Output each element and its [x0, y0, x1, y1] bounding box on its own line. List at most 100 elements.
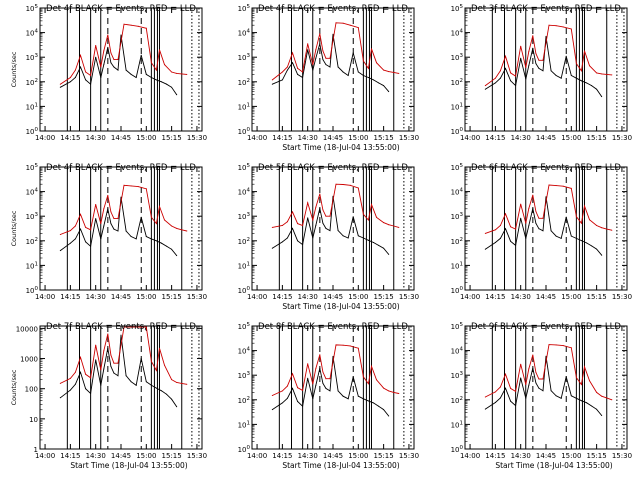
x-axis-label: Start Time (18-Jul-04 13:55:00) — [70, 461, 187, 470]
plot-frame — [251, 7, 415, 132]
events-data-point — [555, 75, 557, 76]
events-data-point — [166, 245, 168, 247]
lld-data-point — [164, 219, 165, 221]
events-data-point — [125, 69, 127, 71]
lld-data-point — [74, 69, 76, 71]
events-data-point — [113, 66, 115, 68]
events-data-point — [586, 402, 587, 404]
lld-data-point — [515, 75, 517, 77]
y-tick-label: 103 — [238, 212, 251, 221]
events-data-point — [155, 79, 157, 81]
events-data-point — [140, 216, 142, 218]
events-data-point — [332, 33, 334, 35]
events-data-point — [373, 242, 374, 243]
lld-data-point — [562, 26, 564, 28]
lld-data-point — [376, 62, 377, 64]
lld-data-point — [528, 368, 530, 370]
events-data-point — [532, 208, 534, 209]
y-tick-label: 102 — [451, 396, 463, 405]
events-data-point — [171, 398, 173, 400]
x-tick-label: 14:45 — [323, 452, 343, 460]
events-data-point — [383, 409, 385, 411]
x-tick-label: 15:00 — [348, 293, 368, 301]
events-data-point — [575, 77, 577, 79]
lld-data-point — [100, 369, 102, 371]
y-tick-label: 101 — [451, 102, 463, 111]
events-data-point — [140, 54, 142, 56]
events-data-point — [286, 397, 288, 399]
x-axis-label: Start Time (18-Jul-04 13:55:00) — [282, 143, 399, 152]
lld-data-point — [100, 66, 102, 68]
events-data-point — [125, 230, 127, 232]
lld-data-point — [150, 216, 152, 218]
lld-data-point — [159, 205, 160, 207]
events-data-point — [292, 227, 293, 229]
panel-9: 100 101 102 103 104 105 14:00 14:15 14:30 14:45 15… — [451, 322, 632, 470]
panel-title: Det 7f BLACK = Events, RED = LLD — [46, 322, 196, 332]
y-tick-label: 100 — [451, 286, 464, 295]
lld-data-point — [580, 70, 582, 72]
lld-data-point — [584, 205, 585, 207]
lld-data-point — [589, 219, 590, 221]
lld-data-point — [388, 224, 390, 226]
events-data-point — [520, 377, 522, 379]
lld-data-point — [342, 184, 344, 185]
events-data-point — [130, 381, 132, 383]
x-tick-label: 14:00 — [247, 134, 267, 142]
lld-data-point — [510, 226, 512, 228]
x-tick-label: 14:30 — [511, 134, 531, 142]
x-tick-label: 14:00 — [35, 452, 55, 460]
y-tick-label: 103 — [26, 212, 39, 221]
lld-data-point — [535, 53, 537, 55]
lld-data-point — [335, 183, 337, 185]
lld-data-point — [515, 228, 517, 230]
panel-5: 100 101 102 103 104 105 14:00 14:15 14:30 14:45 15… — [238, 163, 419, 311]
events-data-point — [286, 237, 288, 239]
events-data-point — [591, 85, 593, 87]
lld-data-point — [181, 382, 183, 384]
lld-data-point — [103, 350, 105, 352]
y-tick-label: 104 — [238, 29, 251, 38]
panel-3: 100 101 102 103 104 105 14:00 14:15 14:30 14:45 15… — [451, 4, 632, 142]
y-tick-label: 100 — [451, 445, 464, 454]
lld-data-point — [186, 383, 188, 385]
lld-data-point — [59, 83, 61, 85]
events-data-point — [532, 47, 534, 49]
lld-data-point — [307, 363, 309, 365]
lld-data-point — [130, 185, 132, 187]
lld-data-point — [59, 234, 61, 235]
y-tick-label: 103 — [451, 371, 464, 380]
events-data-point — [601, 254, 603, 256]
events-data-point — [161, 242, 162, 244]
lld-data-point — [570, 347, 572, 349]
lld-data-point — [322, 50, 324, 52]
y-tick-label: 104 — [26, 29, 39, 38]
events-data-point — [560, 77, 562, 79]
events-data-point — [107, 46, 109, 48]
lld-data-point — [532, 354, 534, 356]
events-data-point — [484, 88, 486, 90]
x-tick-label: 14:30 — [298, 293, 318, 301]
x-tick-label: 14:15 — [272, 452, 292, 460]
events-data-point — [484, 248, 486, 250]
events-data-point — [281, 241, 283, 243]
events-data-point — [80, 371, 81, 373]
lld-data-point — [362, 60, 364, 62]
events-data-point — [357, 395, 359, 397]
lld-data-point — [123, 326, 125, 328]
events-data-point — [145, 236, 147, 237]
lld-data-point — [525, 384, 527, 385]
events-data-point — [542, 230, 544, 232]
lld-data-point — [367, 383, 369, 385]
events-data-point — [575, 397, 577, 399]
lld-data-point — [123, 184, 125, 186]
lld-data-point — [113, 362, 115, 364]
y-tick-label: 102 — [26, 78, 38, 87]
events-data-point — [357, 235, 359, 237]
lld-data-point — [176, 382, 178, 383]
lld-data-point — [171, 379, 173, 381]
lld-data-point — [302, 389, 304, 391]
lld-data-point — [532, 194, 534, 196]
events-data-point — [315, 57, 317, 59]
lld-data-point — [74, 225, 76, 227]
